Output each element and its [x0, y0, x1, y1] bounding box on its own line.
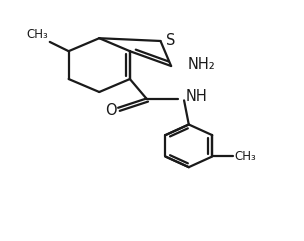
- Text: CH₃: CH₃: [235, 150, 256, 163]
- Text: S: S: [166, 33, 176, 47]
- Text: NH₂: NH₂: [188, 57, 215, 72]
- Text: O: O: [105, 103, 117, 118]
- Text: CH₃: CH₃: [27, 28, 49, 41]
- Text: NH: NH: [185, 89, 207, 104]
